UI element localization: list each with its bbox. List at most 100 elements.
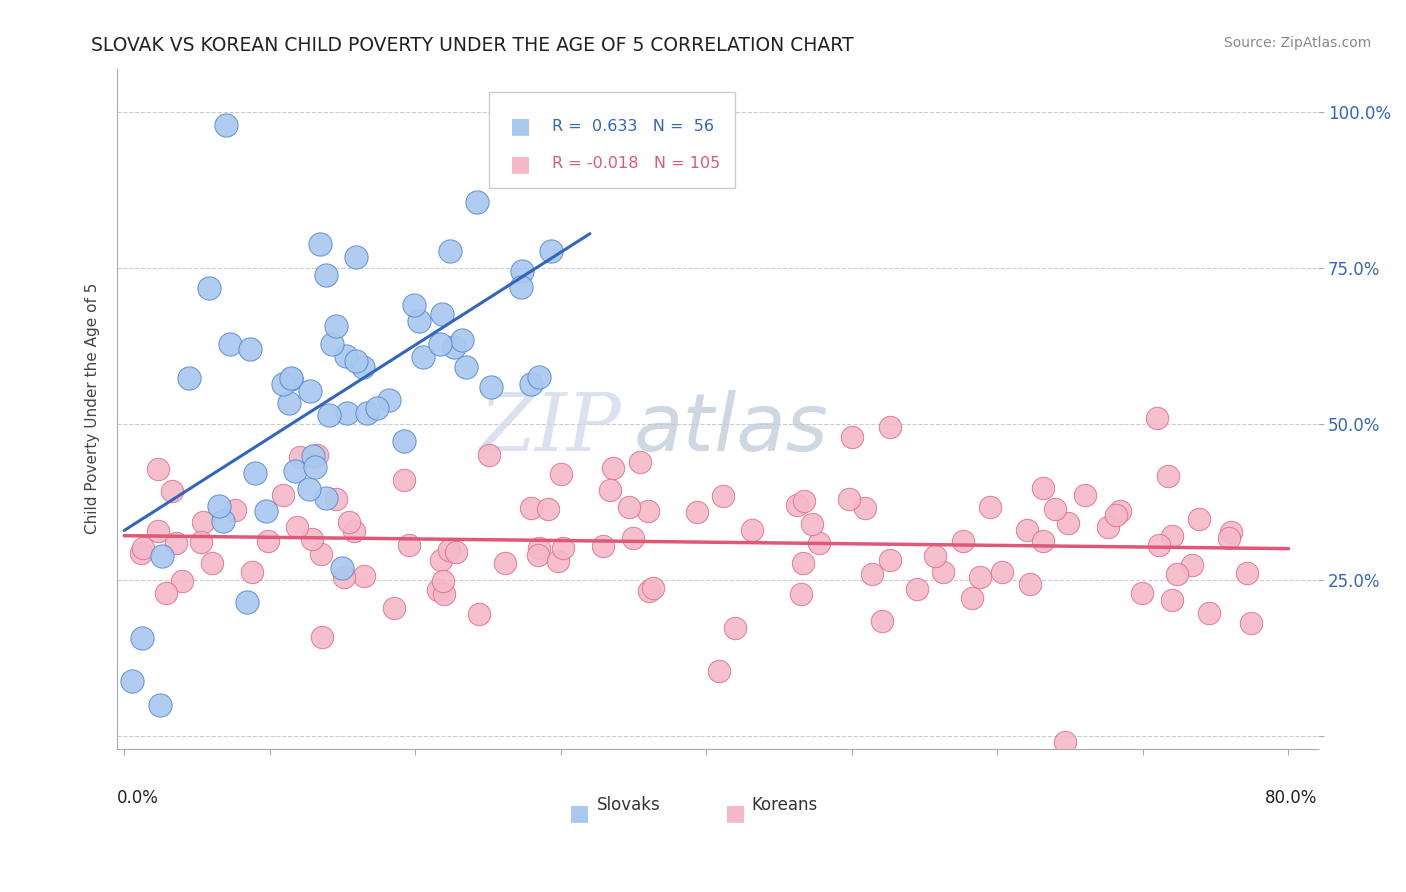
Point [1147, 538, 1170, 552]
Text: ■: ■ [509, 116, 530, 136]
Point [537, 502, 560, 516]
Point [494, 556, 516, 570]
Point [838, 492, 860, 507]
Point [529, 541, 551, 556]
Point [155, 586, 177, 600]
Point [686, 505, 709, 519]
Point [160, 483, 183, 498]
Point [450, 334, 472, 348]
Text: R = -0.018   N = 105: R = -0.018 N = 105 [551, 156, 720, 171]
Point [456, 360, 478, 375]
Point [298, 482, 321, 496]
Point [298, 384, 321, 398]
Point [302, 449, 325, 463]
Point [1074, 488, 1097, 502]
Point [520, 377, 543, 392]
Point [325, 319, 347, 334]
Point [239, 342, 262, 356]
Point [307, 448, 329, 462]
Point [382, 600, 405, 615]
Point [277, 396, 299, 410]
Point [430, 553, 453, 567]
Point [1057, 516, 1080, 530]
Point [236, 595, 259, 609]
Point [344, 250, 367, 264]
Point [201, 557, 224, 571]
Point [285, 520, 308, 534]
Text: atlas: atlas [633, 390, 828, 468]
Text: Source: ZipAtlas.com: Source: ZipAtlas.com [1223, 36, 1371, 50]
Point [879, 553, 901, 567]
Text: SLOVAK VS KOREAN CHILD POVERTY UNDER THE AGE OF 5 CORRELATION CHART: SLOVAK VS KOREAN CHILD POVERTY UNDER THE… [91, 36, 853, 54]
Point [152, 549, 174, 564]
Point [841, 429, 863, 443]
Point [146, 524, 169, 539]
Point [301, 533, 323, 547]
Point [790, 587, 813, 601]
Point [540, 244, 562, 259]
Point [801, 516, 824, 531]
Point [465, 195, 488, 210]
Point [245, 467, 267, 481]
Point [315, 491, 337, 505]
Point [1130, 586, 1153, 600]
Point [335, 349, 357, 363]
Point [1161, 592, 1184, 607]
Point [308, 237, 330, 252]
Point [931, 565, 953, 579]
Point [170, 574, 193, 588]
Point [1161, 529, 1184, 543]
Point [479, 380, 502, 394]
Point [853, 500, 876, 515]
Point [284, 464, 307, 478]
Point [439, 244, 461, 258]
Point [426, 582, 449, 597]
FancyBboxPatch shape [489, 92, 735, 187]
Point [311, 547, 333, 561]
Point [304, 459, 326, 474]
Point [443, 340, 465, 354]
Point [1032, 481, 1054, 495]
Point [437, 543, 460, 558]
Point [1032, 534, 1054, 549]
Point [378, 392, 401, 407]
Point [1105, 508, 1128, 523]
Y-axis label: Child Poverty Under the Age of 5: Child Poverty Under the Age of 5 [86, 283, 100, 534]
Point [344, 353, 367, 368]
Point [219, 336, 242, 351]
Text: R =  0.633   N =  56: R = 0.633 N = 56 [551, 119, 714, 134]
Point [1240, 616, 1263, 631]
Point [412, 351, 434, 365]
Point [429, 337, 451, 351]
Point [592, 539, 614, 553]
Point [527, 549, 550, 563]
Point [599, 483, 621, 498]
Point [433, 587, 456, 601]
Point [870, 614, 893, 628]
Point [177, 371, 200, 385]
Text: Slovaks: Slovaks [598, 797, 661, 814]
Point [215, 118, 238, 132]
Point [193, 516, 215, 530]
Point [1166, 567, 1188, 582]
Point [952, 533, 974, 548]
Text: ■: ■ [568, 803, 589, 823]
Text: Koreans: Koreans [751, 797, 817, 814]
Point [550, 467, 572, 481]
Point [860, 566, 883, 581]
Point [315, 268, 337, 282]
Text: 0.0%: 0.0% [117, 789, 159, 807]
Point [132, 541, 155, 556]
Point [793, 493, 815, 508]
Point [165, 536, 187, 550]
Point [1019, 577, 1042, 591]
Point [879, 419, 901, 434]
Point [1015, 523, 1038, 537]
Point [786, 498, 808, 512]
Point [1043, 502, 1066, 516]
Point [1097, 519, 1119, 533]
Point [311, 630, 333, 644]
Point [392, 473, 415, 487]
Point [1218, 531, 1240, 545]
Point [352, 360, 374, 375]
